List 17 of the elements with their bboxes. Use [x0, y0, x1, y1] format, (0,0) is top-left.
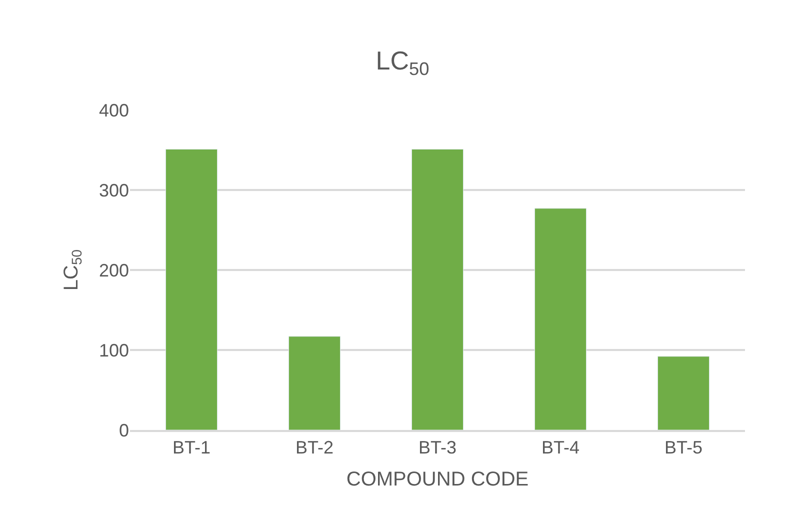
y-tick-label: 200	[98, 260, 129, 280]
y-tick-label: 100	[98, 340, 129, 360]
chart-title: LC$_{50}$	[376, 46, 430, 80]
x-tick-label: BT-1	[172, 438, 211, 458]
bar	[657, 356, 710, 430]
x-tick-label: BT-3	[418, 438, 457, 458]
y-tick-label: 400	[98, 100, 129, 120]
bar	[534, 208, 587, 430]
bar	[288, 336, 341, 430]
bar	[165, 148, 218, 430]
x-axis-title: COMPOUND CODE	[346, 468, 529, 491]
bar	[411, 148, 464, 430]
x-tick-label: BT-4	[541, 438, 580, 458]
y-tick-label: 0	[118, 420, 129, 440]
x-tick-label: BT-2	[295, 438, 334, 458]
x-tick-label: BT-5	[664, 438, 703, 458]
y-tick-label: 300	[98, 180, 129, 200]
